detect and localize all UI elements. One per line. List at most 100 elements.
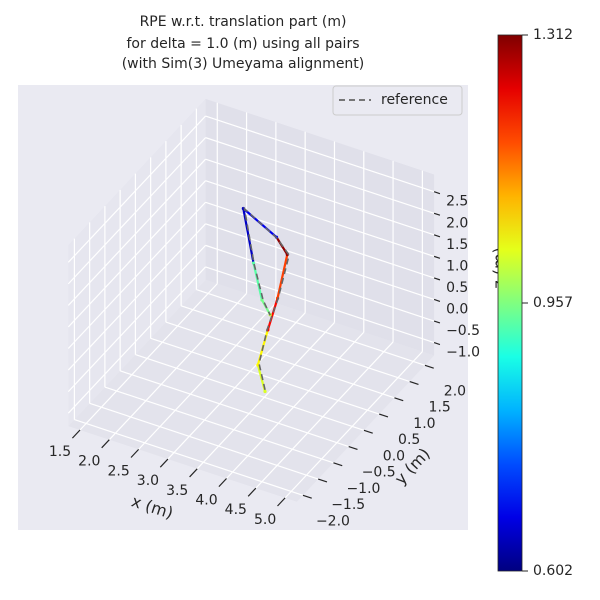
- grid-line: [67, 115, 206, 263]
- tick-mark: [394, 397, 404, 402]
- x-tick-label: 2.0: [78, 454, 100, 470]
- tick-mark: [433, 277, 441, 281]
- grid-line: [89, 402, 319, 480]
- legend-label: reference: [381, 92, 448, 108]
- tick-mark: [71, 429, 81, 439]
- grid-line: [196, 322, 335, 470]
- left-pane: [68, 98, 206, 427]
- tick-mark: [130, 448, 140, 458]
- trajectory-point: [260, 298, 264, 302]
- legend: reference: [332, 85, 463, 116]
- colorbar-tick-label: 0.957: [533, 295, 573, 311]
- grid-line: [167, 312, 306, 460]
- tick-mark: [409, 380, 419, 385]
- z-tick-label: 1.5: [446, 237, 468, 253]
- colorbar-tick-label: 0.602: [533, 563, 573, 579]
- grid-line: [67, 201, 206, 349]
- legend-box: [332, 85, 463, 116]
- grid-line: [67, 223, 206, 371]
- chart-title: for delta = 1.0 (m) using all pairs: [127, 36, 360, 52]
- grid-line: [138, 302, 277, 450]
- grid-line: [67, 180, 206, 328]
- y-tick-label: 1.0: [413, 416, 435, 432]
- y-tick-label: −2.0: [316, 513, 350, 529]
- grid-line: [255, 341, 394, 489]
- grid-line: [67, 158, 206, 306]
- floor-pane: [68, 279, 435, 502]
- grid-line: [180, 305, 410, 383]
- y-tick-label: 0.5: [398, 432, 420, 448]
- grid-line: [67, 244, 206, 393]
- tick-mark: [277, 497, 286, 507]
- y-tick-label: 0.0: [383, 448, 405, 464]
- tick-mark: [318, 478, 328, 483]
- tick-mark: [247, 487, 257, 497]
- grid-line: [205, 180, 435, 257]
- grid-line: [165, 321, 395, 399]
- tick-mark: [348, 445, 358, 450]
- tick-mark: [101, 439, 110, 449]
- x-tick-label: 4.5: [225, 502, 247, 518]
- grid-line: [135, 354, 365, 431]
- grid-line: [205, 115, 435, 193]
- y-tick-label: −1.5: [331, 497, 365, 513]
- x-tick-label: 1.5: [49, 444, 71, 460]
- tick-mark: [433, 342, 441, 346]
- grid-line: [119, 370, 349, 448]
- colorbar-tick-label: 1.312: [533, 27, 573, 43]
- trajectory-point: [256, 363, 260, 367]
- grid-line: [284, 351, 423, 499]
- chart-title: RPE w.r.t. translation part (m): [140, 14, 347, 30]
- x-tick-label: 4.0: [195, 492, 217, 508]
- y-tick-label: 2.0: [444, 383, 466, 399]
- grid-line: [67, 266, 206, 414]
- tick-mark: [189, 468, 198, 478]
- tick-mark: [433, 234, 441, 238]
- grid-line: [150, 337, 380, 415]
- trajectory-point: [251, 261, 256, 265]
- reference-line: [243, 206, 290, 391]
- z-tick-label: 2.5: [446, 194, 468, 210]
- x-tick-label: 5.0: [254, 512, 276, 528]
- grid-line: [108, 293, 248, 441]
- tick-mark: [379, 413, 389, 418]
- tick-mark: [363, 429, 373, 434]
- z-tick-label: 0.0: [446, 301, 468, 317]
- grid-line: [104, 386, 334, 464]
- trajectory-segment: [266, 297, 279, 332]
- tick-mark: [433, 255, 441, 259]
- grid-line: [205, 223, 435, 301]
- grid-line: [74, 419, 304, 496]
- tick-mark: [433, 298, 441, 302]
- z-tick-label: −0.5: [446, 323, 480, 339]
- y-tick-label: −0.5: [362, 465, 396, 481]
- z-tick-label: 1.0: [446, 258, 468, 274]
- grid-line: [79, 283, 218, 431]
- tick-mark: [424, 364, 434, 369]
- grid-line: [205, 137, 435, 214]
- colorbar: [497, 34, 523, 572]
- tick-mark: [333, 462, 343, 467]
- x-tick-label: 3.0: [137, 473, 159, 489]
- tick-mark: [433, 320, 441, 324]
- y-tick-label: 1.5: [429, 400, 451, 416]
- x-tick-label: 3.5: [166, 483, 188, 499]
- tick-mark: [433, 191, 441, 195]
- tick-mark: [218, 478, 227, 488]
- grid-line: [67, 137, 206, 285]
- tick-mark: [433, 212, 441, 216]
- grid-line: [226, 331, 365, 479]
- y-tick-label: −1.0: [346, 481, 380, 497]
- z-tick-label: −1.0: [446, 345, 480, 361]
- grid-line: [205, 158, 435, 236]
- trajectory-segment: [276, 253, 289, 300]
- z-tick-label: 0.5: [446, 280, 468, 296]
- back-pane: [205, 98, 435, 356]
- grid-line: [205, 266, 435, 344]
- grid-line: [196, 289, 426, 366]
- x-tick-label: 2.5: [107, 463, 129, 479]
- chart-title: (with Sim(3) Umeyama alignment): [122, 56, 365, 72]
- trajectory-point: [263, 389, 267, 394]
- z-tick-label: 2.0: [446, 215, 468, 231]
